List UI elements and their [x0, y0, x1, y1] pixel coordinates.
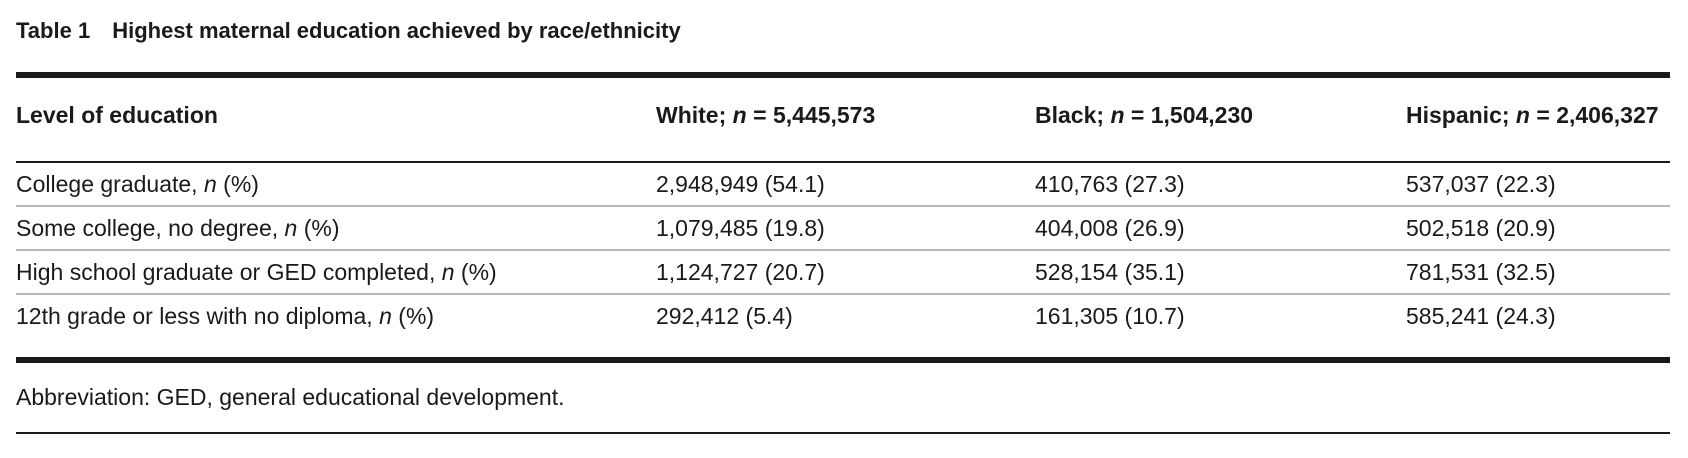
- row-label-college-graduate: College graduate, n (%): [16, 170, 259, 198]
- cell-white: 292,412 (5.4): [656, 303, 793, 329]
- row-label-text: Some college, no degree,: [16, 215, 285, 241]
- row-label-text: College graduate,: [16, 171, 204, 197]
- row-label-high-school: High school graduate or GED completed, n…: [16, 258, 497, 286]
- header-n-value: 2,406,327: [1556, 102, 1659, 128]
- cell-white: 2,948,949 (54.1): [656, 171, 825, 197]
- header-white: White; n = 5,445,573: [656, 101, 875, 129]
- bottom-rule: [16, 357, 1670, 363]
- cell-black: 410,763 (27.3): [1035, 171, 1185, 197]
- cell-hispanic: 585,241 (24.3): [1406, 303, 1556, 329]
- row-suffix: (%): [216, 171, 259, 197]
- cell-white: 1,079,485 (19.8): [656, 215, 825, 241]
- row-label-some-college: Some college, no degree, n (%): [16, 214, 339, 242]
- cell-hispanic: 537,037 (22.3): [1406, 171, 1556, 197]
- header-hispanic: Hispanic; n = 2,406,327: [1406, 101, 1659, 129]
- row-suffix: (%): [454, 259, 497, 285]
- header-n-symbol: n: [1515, 102, 1530, 128]
- header-n-value: 1,504,230: [1150, 102, 1254, 128]
- header-group: Hispanic;: [1406, 102, 1516, 128]
- header-rule: [16, 161, 1670, 163]
- row-label-no-diploma: 12th grade or less with no diploma, n (%…: [16, 302, 434, 330]
- header-n-value: 5,445,573: [772, 102, 876, 128]
- header-equals: =: [1124, 102, 1151, 128]
- header-level-of-education: Level of education: [16, 101, 218, 129]
- header-n-symbol: n: [732, 102, 747, 128]
- footnote-rule: [16, 432, 1670, 434]
- table-title: Highest maternal education achieved by r…: [112, 18, 681, 43]
- cell-black: 404,008 (26.9): [1035, 215, 1185, 241]
- row-label-text: 12th grade or less with no diploma,: [16, 303, 380, 329]
- header-black: Black; n = 1,504,230: [1035, 101, 1253, 129]
- row-n-symbol: n: [203, 171, 217, 197]
- header-label: Level of education: [16, 102, 218, 128]
- cell-black: 161,305 (10.7): [1035, 303, 1185, 329]
- row-divider: [16, 249, 1670, 251]
- header-equals: =: [746, 102, 773, 128]
- table-label: Table 1: [16, 18, 91, 43]
- cell-black: 528,154 (35.1): [1035, 259, 1185, 285]
- header-equals: =: [1529, 102, 1557, 128]
- row-suffix: (%): [297, 215, 340, 241]
- cell-hispanic: 502,518 (20.9): [1406, 215, 1556, 241]
- row-n-symbol: n: [379, 303, 392, 329]
- row-suffix: (%): [391, 303, 435, 329]
- header-n-symbol: n: [1110, 102, 1125, 128]
- table-caption: Table 1 Highest maternal education achiev…: [16, 18, 681, 44]
- header-group: White;: [656, 102, 733, 128]
- row-n-symbol: n: [441, 259, 455, 285]
- header-group: Black;: [1035, 102, 1111, 128]
- cell-hispanic: 781,531 (32.5): [1406, 259, 1556, 285]
- row-label-text: High school graduate or GED completed,: [16, 259, 442, 285]
- table-footnote: Abbreviation: GED, general educational d…: [16, 384, 565, 410]
- top-rule: [16, 72, 1670, 78]
- row-divider: [16, 293, 1670, 295]
- cell-white: 1,124,727 (20.7): [656, 259, 825, 285]
- row-divider: [16, 205, 1670, 207]
- row-n-symbol: n: [284, 215, 298, 241]
